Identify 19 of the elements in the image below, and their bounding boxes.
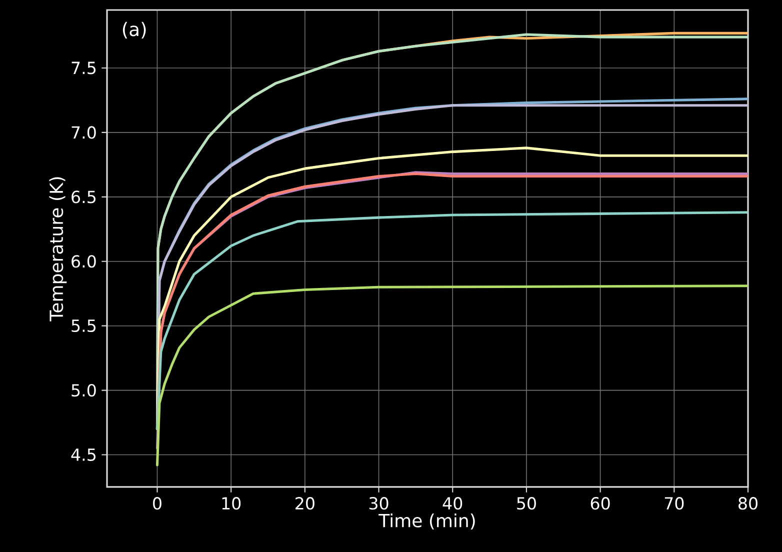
y-tick-label: 5.5 [72,320,96,332]
x-tick-label: 80 [738,497,758,510]
x-tick-label: 20 [296,497,314,510]
y-tick-label: 6.0 [72,255,96,268]
x-axis-title: Time (min) [378,513,475,530]
y-tick-label: 7.5 [72,62,96,74]
y-tick-label: 6.5 [72,190,96,204]
y-tick-label: 7.0 [72,126,96,139]
y-tick-label: 4.5 [71,448,96,461]
y-tick-label: 5.0 [72,384,96,397]
annotation: (a) [122,22,146,38]
x-tick-label: 30 [369,497,388,510]
x-tick-label: 0 [153,497,162,510]
x-tick-label: 50 [517,497,536,510]
x-tick-label: 10 [222,497,241,510]
x-tick-label: 60 [590,497,610,510]
y-axis-title: Temperature (K) [49,177,67,322]
x-tick-label: 70 [664,497,684,510]
x-tick-label: 40 [442,497,462,510]
